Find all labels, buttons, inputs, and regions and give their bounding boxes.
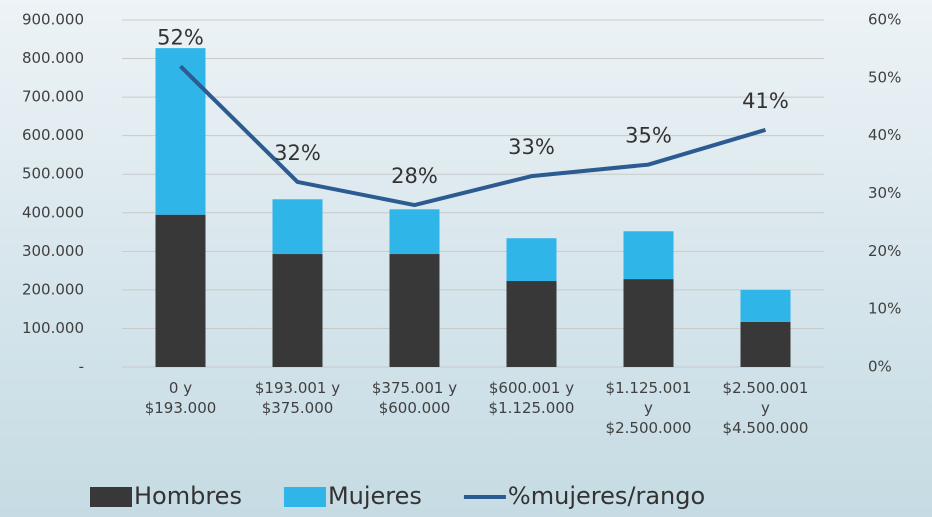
line	[179, 64, 767, 208]
bar-segment	[740, 289, 791, 322]
legend-swatch	[90, 487, 132, 507]
data-label: 52%	[157, 25, 204, 49]
x-tick-label: $1.125.001 y $2.500.000	[605, 379, 692, 437]
y2-tick-label: 60%	[868, 11, 901, 29]
y2-tick-label: 50%	[868, 68, 901, 86]
y2-tick-label: 30%	[868, 184, 901, 202]
data-label: 28%	[391, 164, 438, 188]
y-tick-label: 300.000	[22, 242, 84, 260]
bar-segment	[506, 281, 557, 367]
x-tick-label: $2.500.001 y $4.500.000	[722, 379, 809, 437]
bar-segment	[272, 254, 323, 367]
y2-tick-label: 20%	[868, 242, 901, 260]
legend-label: Mujeres	[328, 482, 422, 510]
bar-segment	[506, 238, 557, 282]
bar-segment	[155, 214, 206, 367]
y-tick-label: 200.000	[22, 280, 84, 298]
legend-label: Hombres	[134, 482, 242, 510]
y2-tick-label: 10%	[868, 300, 901, 318]
y2-tick-label: 40%	[868, 126, 901, 144]
data-label: 33%	[508, 135, 555, 159]
x-tick-label: $375.001 y $600.000	[371, 379, 458, 417]
legend-swatch	[283, 487, 326, 507]
data-label: 35%	[625, 124, 672, 148]
bar-segment	[623, 231, 674, 280]
bar-segment	[155, 48, 206, 215]
y-tick-label: 400.000	[22, 203, 84, 221]
y2-tick-label: 0%	[868, 358, 892, 376]
bar-segment	[389, 209, 440, 255]
y-tick-label: 700.000	[22, 88, 84, 106]
y-tick-label: -	[79, 358, 84, 376]
x-tick-label: $193.001 y $375.000	[254, 379, 341, 417]
legend-label: %mujeres/rango	[508, 482, 705, 510]
data-label: 41%	[742, 89, 789, 113]
bar-segment	[389, 254, 440, 367]
x-tick-label: $600.001 y $1.125.000	[488, 379, 575, 417]
data-label: 32%	[274, 141, 321, 165]
y-tick-label: 500.000	[22, 165, 84, 183]
bar-segment	[623, 279, 674, 367]
bar-segment	[272, 199, 323, 255]
y-tick-label: 900.000	[22, 11, 84, 29]
y-tick-label: 600.000	[22, 126, 84, 144]
y-tick-label: 100.000	[22, 319, 84, 337]
y-tick-label: 800.000	[22, 49, 84, 67]
bar-segment	[740, 321, 791, 367]
x-tick-label: 0 y $193.000	[144, 379, 217, 417]
